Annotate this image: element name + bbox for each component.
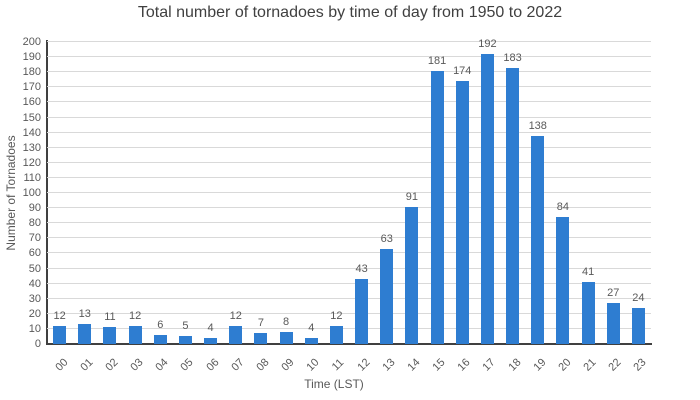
gridline — [47, 312, 651, 314]
y-tick-label: 10 — [28, 322, 41, 335]
y-tick-label: 200 — [22, 36, 41, 48]
x-axis-line — [46, 343, 652, 345]
gridline — [47, 267, 651, 269]
bar — [606, 303, 620, 344]
bar-value-label: 12 — [229, 309, 242, 322]
y-tick-label: 110 — [23, 171, 41, 184]
bar-value-label: 7 — [257, 317, 264, 330]
gridline — [47, 222, 651, 224]
bar-value-label: 24 — [632, 291, 645, 304]
bar — [455, 81, 469, 344]
gridline — [47, 116, 651, 118]
y-tick-label: 70 — [28, 232, 41, 245]
gridline — [47, 252, 651, 254]
bar — [204, 337, 218, 344]
gridline — [47, 146, 651, 148]
gridline — [47, 161, 651, 163]
bar — [405, 206, 419, 344]
bar-value-label: 63 — [380, 232, 393, 245]
gridline — [47, 56, 651, 58]
y-tick-label: 0 — [34, 338, 41, 350]
gridline — [47, 71, 651, 73]
y-tick-label: 130 — [22, 141, 41, 154]
chart-title: Total number of tornadoes by time of day… — [137, 4, 563, 21]
bar-value-label: 5 — [182, 320, 189, 333]
bar-value-label: 12 — [330, 309, 343, 322]
bar — [279, 331, 293, 344]
x-tick-label: 23 — [631, 356, 649, 374]
x-axis-title: Time (LST) — [304, 377, 364, 391]
bar-value-label: 6 — [157, 318, 164, 331]
bar — [556, 217, 570, 344]
bar-value-label: 27 — [607, 287, 620, 300]
y-tick-label: 160 — [22, 96, 41, 109]
bar-value-label: 11 — [104, 311, 116, 324]
bar-value-label: 183 — [503, 51, 522, 64]
bar-value-label: 12 — [128, 309, 142, 322]
bar-value-label: 192 — [478, 38, 497, 51]
y-tick-label: 190 — [22, 51, 41, 64]
y-tick-label: 100 — [22, 187, 41, 199]
bar-value-label: 4 — [308, 321, 315, 334]
bar — [304, 337, 318, 344]
bar — [53, 325, 67, 344]
gridline — [47, 131, 651, 133]
y-tick-label: 60 — [28, 247, 41, 260]
bar — [380, 248, 394, 344]
gridline — [47, 282, 651, 284]
y-tick-label: 20 — [28, 307, 41, 320]
gridline — [47, 192, 651, 193]
gridline — [47, 297, 651, 299]
bar-value-label: 181 — [427, 54, 447, 67]
gridline — [47, 41, 651, 42]
y-tick-label: 180 — [22, 66, 41, 79]
gridline — [47, 207, 651, 209]
bar — [153, 334, 167, 344]
gridline — [47, 101, 651, 103]
bar — [506, 67, 520, 344]
bar-value-label: 8 — [283, 315, 290, 328]
bar-value-label: 41 — [581, 266, 595, 279]
y-tick-label: 30 — [28, 292, 41, 305]
bar — [78, 324, 92, 344]
bar — [254, 333, 268, 344]
bar-value-label: 84 — [556, 201, 570, 214]
bar-value-label: 12 — [53, 309, 66, 322]
bar — [178, 336, 192, 344]
y-tick-label: 150 — [22, 111, 41, 124]
bar — [631, 307, 645, 344]
bar — [229, 325, 243, 344]
bar — [128, 325, 142, 344]
y-tick-label: 140 — [22, 126, 41, 139]
gridline — [47, 176, 651, 178]
plot-area: 12 13 11 12 6 5 4 12 7 8 4 12 43 63 91 181 174 192 183 138 8… — [47, 38, 651, 344]
bar — [581, 282, 595, 344]
bar-value-label: 43 — [355, 263, 368, 276]
bar-value-label: 138 — [528, 119, 547, 132]
bar — [355, 279, 369, 344]
bar — [103, 327, 117, 344]
bar-value-label: 4 — [207, 321, 214, 334]
bar — [430, 70, 444, 344]
bar-value-label: 174 — [453, 65, 472, 78]
bar — [531, 135, 545, 344]
bar — [329, 325, 343, 344]
bar — [480, 54, 494, 344]
gridline — [47, 86, 651, 88]
y-tick-label: 80 — [28, 217, 41, 230]
bar-value-label: 13 — [78, 308, 91, 321]
y-tick-label: 170 — [22, 81, 41, 94]
bar-value-label: 91 — [405, 190, 419, 203]
y-tick-label: 40 — [28, 277, 41, 290]
y-tick-label: 90 — [28, 202, 41, 215]
y-tick-label: 120 — [22, 156, 41, 169]
gridline — [47, 237, 651, 239]
y-tick-label: 50 — [28, 262, 41, 275]
gridline — [47, 327, 651, 329]
